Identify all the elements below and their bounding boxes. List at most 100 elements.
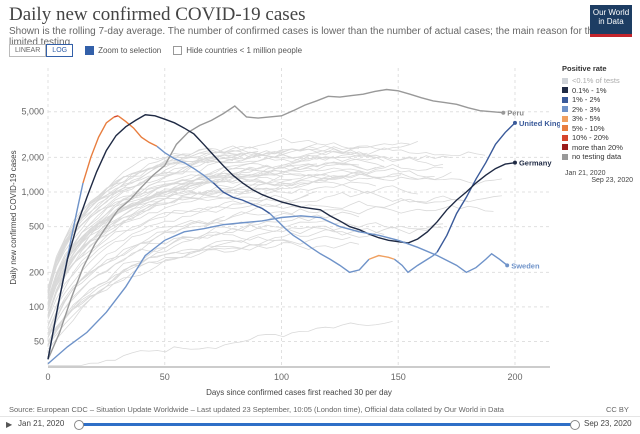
x-tick-label: 50 — [160, 372, 170, 382]
background-country-line — [47, 167, 435, 314]
linear-scale-button[interactable]: LINEAR — [9, 44, 47, 57]
series-line — [47, 88, 504, 360]
series-end-marker — [505, 263, 510, 268]
legend-time-range: Jan 21, 2020 Sep 23, 2020 — [565, 170, 633, 184]
series-line — [269, 212, 370, 274]
series-line — [156, 145, 214, 184]
background-country-line — [47, 244, 267, 350]
series-label: Peru — [507, 109, 524, 118]
chart-plot[interactable]: 50 100 200 500 1,000 2,000 5,000 0 50 100 150 200 Da… — [0, 0, 560, 400]
background-country-line — [47, 169, 360, 309]
legend-title: Positive rate — [562, 64, 607, 73]
background-country-line — [47, 204, 494, 331]
legend-label: 10% - 20% — [572, 133, 609, 143]
background-country-line — [47, 146, 360, 291]
background-country-line — [47, 194, 309, 327]
chart-title: Daily new confirmed COVID-19 cases — [9, 4, 306, 25]
background-country-line — [47, 151, 444, 303]
owid-logo[interactable]: Our World in Data — [590, 5, 632, 37]
y-tick-label: 5,000 — [21, 107, 44, 117]
series-end-marker — [512, 160, 517, 165]
background-country-line — [47, 191, 318, 320]
legend-swatch — [562, 115, 568, 122]
timeline-slider[interactable]: ▶ Jan 21, 2020 Sep 23, 2020 — [0, 416, 640, 434]
hide-small-checkbox[interactable] — [173, 46, 183, 55]
y-tick-label: 50 — [34, 337, 44, 347]
legend-label: <0.1% of tests — [572, 76, 620, 86]
series-line — [113, 115, 119, 118]
background-country-line — [47, 190, 469, 325]
legend-item[interactable]: 2% - 3% — [562, 105, 634, 115]
timeline-end: Sep 23, 2020 — [584, 419, 632, 428]
background-country-line — [47, 173, 502, 309]
x-tick-label: 0 — [45, 372, 50, 382]
zoom-checkbox[interactable] — [85, 46, 95, 55]
legend-item[interactable]: more than 20% — [562, 143, 634, 153]
y-tick-label: 100 — [29, 302, 44, 312]
legend-label: 2% - 3% — [572, 104, 601, 114]
series-line — [393, 251, 438, 274]
legend-swatch — [562, 153, 568, 160]
background-country-line — [47, 226, 444, 347]
legend-label: 3% - 5% — [572, 114, 601, 124]
hide-small-label: Hide countries < 1 million people — [186, 46, 303, 55]
legend-item[interactable]: 1% - 2% — [562, 95, 634, 105]
series-line — [212, 182, 271, 215]
background-country-line — [47, 156, 385, 300]
background-country-line — [47, 239, 360, 346]
legend-swatch — [562, 144, 568, 151]
x-tick-label: 100 — [274, 372, 289, 382]
background-country-line — [47, 242, 292, 345]
background-country-line — [47, 142, 410, 293]
background-country-line — [47, 220, 444, 335]
legend-item[interactable]: 5% - 10% — [562, 124, 634, 134]
y-axis-label: Daily new confirmed COVID-19 cases — [9, 150, 18, 284]
timeline-end-handle[interactable] — [570, 420, 580, 430]
legend-item[interactable]: <0.1% of tests — [562, 76, 634, 86]
legend-label: no testing data — [572, 152, 622, 162]
timeline-start-handle[interactable] — [74, 420, 84, 430]
legend-item[interactable]: 3% - 5% — [562, 114, 634, 124]
series-label: United Kingdom — [519, 119, 560, 128]
series-label: Sweden — [511, 261, 540, 270]
series-line — [117, 115, 158, 147]
legend-swatch — [562, 87, 568, 94]
x-tick-label: 200 — [507, 372, 522, 382]
legend-item[interactable]: no testing data — [562, 152, 634, 162]
background-country-line — [47, 148, 368, 291]
background-country-line — [47, 157, 376, 299]
legend-swatch — [562, 106, 568, 113]
series-line — [47, 114, 516, 360]
background-country-line — [47, 231, 351, 342]
y-tick-label: 2,000 — [21, 152, 44, 162]
background-country-line — [47, 149, 452, 294]
legend-label: 1% - 2% — [572, 95, 601, 105]
zoom-label: Zoom to selection — [98, 46, 162, 55]
legend-label: more than 20% — [572, 142, 623, 152]
background-country-line — [47, 170, 326, 306]
legend-swatch — [562, 77, 568, 84]
timeline-track[interactable] — [74, 420, 580, 430]
background-country-line — [47, 170, 402, 317]
series-line — [436, 122, 516, 253]
background-country-line — [47, 148, 259, 288]
background-country-line — [47, 176, 385, 315]
background-country-line — [47, 163, 318, 306]
legend-item[interactable]: 0.1% - 1% — [562, 86, 634, 96]
x-tick-label: 150 — [391, 372, 406, 382]
chart-controls: LINEAR LOG Zoom to selection Hide countr… — [9, 44, 302, 57]
background-country-line — [48, 320, 393, 366]
series-end-marker — [501, 110, 506, 115]
play-icon[interactable]: ▶ — [6, 420, 13, 429]
legend: Positive rate <0.1% of tests 0.1% - 1% 1% … — [562, 64, 634, 162]
y-tick-label: 200 — [29, 267, 44, 277]
legend-item[interactable]: 10% - 20% — [562, 133, 634, 143]
source-note: Source: European CDC – Situation Update … — [9, 405, 504, 414]
background-country-line — [47, 174, 284, 311]
log-scale-button[interactable]: LOG — [46, 44, 74, 57]
series-label: Germany — [519, 159, 552, 168]
license[interactable]: CC BY — [606, 405, 629, 414]
legend-swatch — [562, 96, 568, 103]
legend-range-end: Sep 23, 2020 — [591, 177, 633, 184]
legend-swatch — [562, 125, 568, 132]
